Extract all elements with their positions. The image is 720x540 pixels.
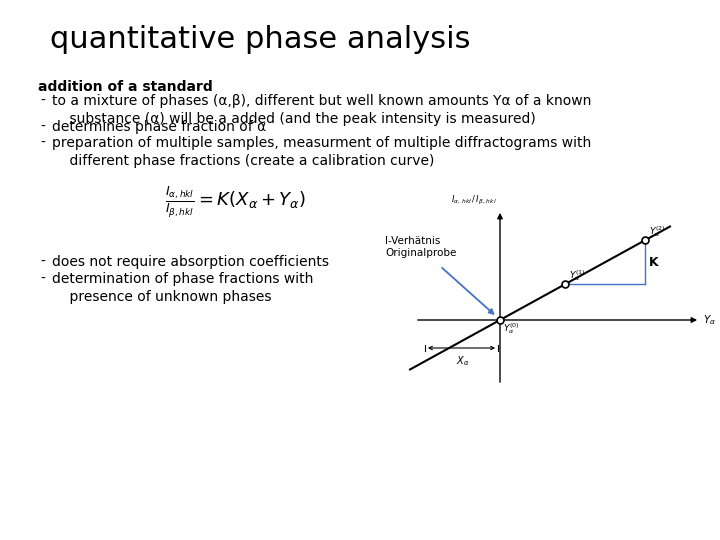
Text: does not require absorption coefficients: does not require absorption coefficients [52, 255, 329, 269]
Text: $\frac{I_{\alpha,hkl}}{I_{\beta,hkl}} = K(X_{\alpha} + Y_{\alpha})$: $\frac{I_{\alpha,hkl}}{I_{\beta,hkl}} = … [165, 185, 306, 220]
Text: K: K [649, 256, 659, 269]
Text: quantitative phase analysis: quantitative phase analysis [50, 25, 470, 54]
Text: -: - [40, 120, 45, 134]
Text: determines phase fraction of α: determines phase fraction of α [52, 120, 266, 134]
Text: $X_{\alpha}$: $X_{\alpha}$ [456, 354, 469, 368]
Text: -: - [40, 94, 45, 108]
Text: $Y_{\alpha}$: $Y_{\alpha}$ [703, 313, 716, 327]
Text: $Y_{\alpha}^{(0)}$: $Y_{\alpha}^{(0)}$ [503, 321, 520, 336]
Text: determination of phase fractions with
    presence of unknown phases: determination of phase fractions with pr… [52, 272, 313, 304]
Text: I-Verhätnis
Originalprobe: I-Verhätnis Originalprobe [385, 235, 456, 258]
Text: addition of a standard: addition of a standard [38, 80, 212, 94]
Text: to a mixture of phases (α,β), different but well known amounts Yα of a known
   : to a mixture of phases (α,β), different … [52, 94, 591, 126]
Text: -: - [40, 255, 45, 269]
Text: $I_{\alpha,\,hkl}\,/\,I_{\beta,\,hkl}$: $I_{\alpha,\,hkl}\,/\,I_{\beta,\,hkl}$ [451, 194, 497, 207]
Text: -: - [40, 136, 45, 150]
Text: $Y_{\alpha}^{(2)}$: $Y_{\alpha}^{(2)}$ [649, 224, 665, 239]
Text: -: - [40, 272, 45, 286]
Text: preparation of multiple samples, measurment of multiple diffractograms with
    : preparation of multiple samples, measurm… [52, 136, 591, 168]
Text: $Y_{\alpha}^{(1)}$: $Y_{\alpha}^{(1)}$ [569, 268, 585, 284]
